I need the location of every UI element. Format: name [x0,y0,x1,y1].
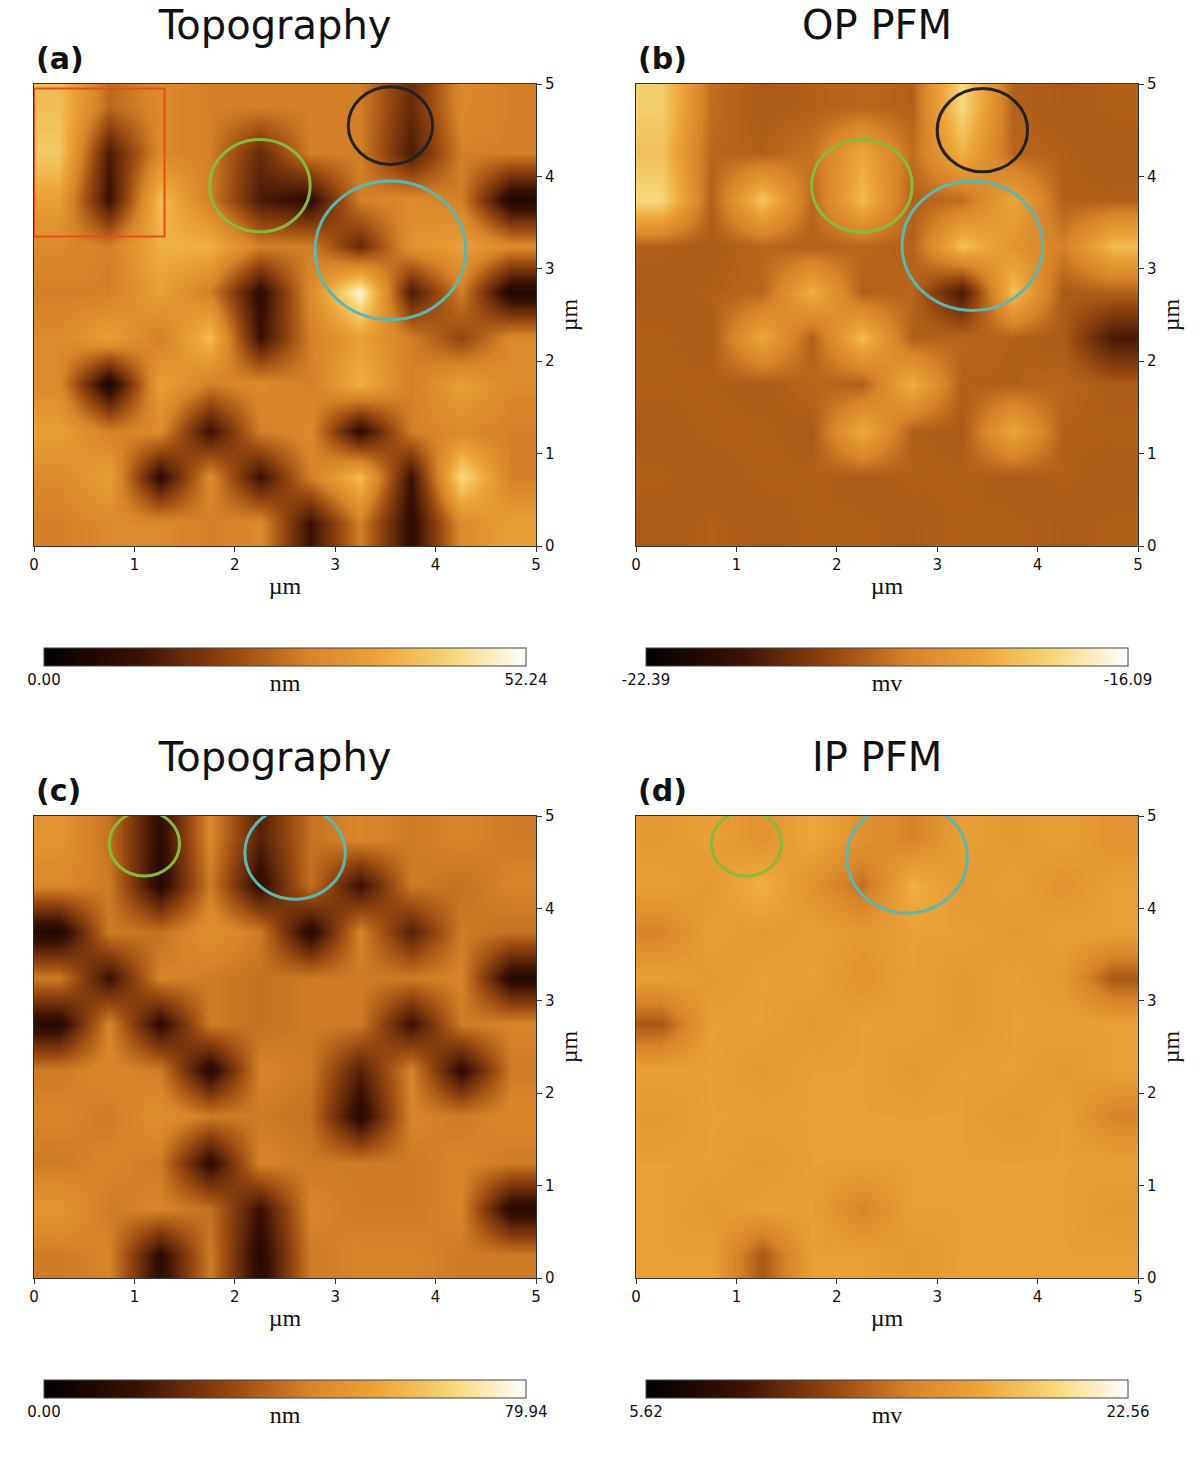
svg-text:3: 3 [330,556,340,574]
svg-text:-22.39: -22.39 [622,671,670,689]
svg-text:0: 0 [631,1288,641,1306]
svg-text:1: 1 [1147,445,1157,463]
svg-text:1: 1 [130,1288,140,1306]
svg-text:4: 4 [431,1288,441,1306]
svg-text:2: 2 [545,352,555,370]
svg-text:5: 5 [545,75,555,93]
svg-text:µm: µm [556,1030,582,1063]
svg-text:4: 4 [545,168,555,186]
svg-text:nm: nm [270,1402,301,1428]
svg-text:1: 1 [732,1288,742,1306]
svg-text:1: 1 [130,556,140,574]
svg-text:0: 0 [29,1288,39,1306]
svg-text:2: 2 [832,556,842,574]
svg-text:0: 0 [1147,537,1157,555]
svg-text:nm: nm [270,670,301,696]
svg-text:µm: µm [1158,1030,1184,1063]
svg-text:Topography: Topography [158,734,392,780]
svg-text:µm: µm [1158,298,1184,331]
svg-text:3: 3 [545,992,555,1010]
svg-text:3: 3 [1147,260,1157,278]
svg-text:2: 2 [1147,352,1157,370]
svg-text:OP PFM: OP PFM [802,2,952,48]
svg-text:0.00: 0.00 [27,1403,60,1421]
svg-text:2: 2 [230,1288,240,1306]
svg-text:5: 5 [545,807,555,825]
svg-text:Topography: Topography [158,2,392,48]
svg-text:0.00: 0.00 [27,671,60,689]
svg-text:4: 4 [1033,556,1043,574]
svg-text:5: 5 [1133,1288,1143,1306]
svg-text:1: 1 [545,445,555,463]
svg-text:1: 1 [732,556,742,574]
svg-text:µm: µm [871,1305,904,1331]
svg-text:4: 4 [545,900,555,918]
svg-text:2: 2 [832,1288,842,1306]
svg-text:4: 4 [1147,900,1157,918]
svg-text:0: 0 [1147,1269,1157,1287]
svg-text:µm: µm [556,298,582,331]
svg-text:3: 3 [330,1288,340,1306]
svg-text:52.24: 52.24 [505,671,548,689]
svg-text:79.94: 79.94 [505,1403,548,1421]
svg-text:4: 4 [1147,168,1157,186]
svg-text:5: 5 [531,1288,541,1306]
svg-text:3: 3 [932,1288,942,1306]
svg-text:3: 3 [932,556,942,574]
svg-text:1: 1 [1147,1177,1157,1195]
svg-text:3: 3 [545,260,555,278]
svg-text:(a): (a) [36,41,84,76]
svg-text:5: 5 [1133,556,1143,574]
svg-text:0: 0 [29,556,39,574]
svg-text:4: 4 [1033,1288,1043,1306]
svg-text:22.56: 22.56 [1107,1403,1150,1421]
svg-text:mv: mv [872,1402,903,1428]
svg-text:5: 5 [1147,807,1157,825]
svg-text:5.62: 5.62 [629,1403,662,1421]
svg-text:-16.09: -16.09 [1104,671,1152,689]
svg-text:0: 0 [631,556,641,574]
svg-text:µm: µm [269,573,302,599]
svg-text:0: 0 [545,537,555,555]
svg-text:mv: mv [872,670,903,696]
svg-text:µm: µm [269,1305,302,1331]
svg-text:2: 2 [1147,1084,1157,1102]
svg-text:2: 2 [230,556,240,574]
svg-text:5: 5 [531,556,541,574]
svg-text:(c): (c) [36,773,81,808]
svg-text:0: 0 [545,1269,555,1287]
svg-text:4: 4 [431,556,441,574]
svg-text:µm: µm [871,573,904,599]
svg-text:1: 1 [545,1177,555,1195]
svg-text:(d): (d) [638,773,687,808]
svg-text:5: 5 [1147,75,1157,93]
svg-text:IP PFM: IP PFM [812,734,942,780]
svg-text:2: 2 [545,1084,555,1102]
svg-text:(b): (b) [638,41,687,76]
svg-text:3: 3 [1147,992,1157,1010]
